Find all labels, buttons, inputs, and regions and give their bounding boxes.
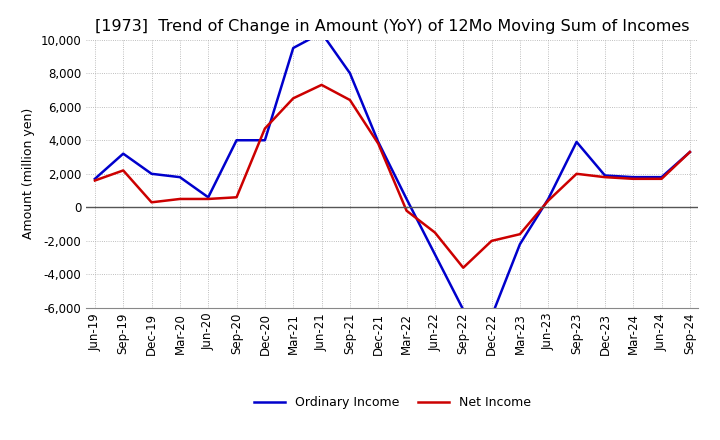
Net Income bbox=[516, 231, 524, 237]
Ordinary Income bbox=[148, 171, 156, 176]
Y-axis label: Amount (million yen): Amount (million yen) bbox=[22, 108, 35, 239]
Net Income bbox=[600, 175, 609, 180]
Net Income bbox=[374, 141, 382, 146]
Ordinary Income bbox=[572, 139, 581, 145]
Ordinary Income bbox=[261, 138, 269, 143]
Net Income bbox=[346, 97, 354, 103]
Ordinary Income bbox=[516, 242, 524, 247]
Ordinary Income bbox=[657, 175, 666, 180]
Ordinary Income bbox=[544, 196, 552, 202]
Net Income bbox=[176, 196, 184, 202]
Net Income bbox=[261, 126, 269, 131]
Title: [1973]  Trend of Change in Amount (YoY) of 12Mo Moving Sum of Incomes: [1973] Trend of Change in Amount (YoY) o… bbox=[95, 19, 690, 34]
Ordinary Income bbox=[91, 176, 99, 181]
Net Income bbox=[572, 171, 581, 176]
Net Income bbox=[657, 176, 666, 181]
Line: Net Income: Net Income bbox=[95, 85, 690, 268]
Ordinary Income bbox=[374, 139, 382, 145]
Ordinary Income bbox=[204, 194, 212, 200]
Legend: Ordinary Income, Net Income: Ordinary Income, Net Income bbox=[248, 392, 536, 414]
Net Income bbox=[318, 82, 326, 88]
Net Income bbox=[204, 196, 212, 202]
Net Income bbox=[431, 230, 439, 235]
Net Income bbox=[629, 176, 637, 181]
Net Income bbox=[402, 208, 411, 213]
Ordinary Income bbox=[685, 149, 694, 154]
Net Income bbox=[148, 200, 156, 205]
Ordinary Income bbox=[487, 314, 496, 319]
Ordinary Income bbox=[600, 173, 609, 178]
Net Income bbox=[487, 238, 496, 244]
Ordinary Income bbox=[233, 138, 241, 143]
Ordinary Income bbox=[318, 30, 326, 36]
Net Income bbox=[233, 194, 241, 200]
Ordinary Income bbox=[289, 45, 297, 51]
Ordinary Income bbox=[629, 175, 637, 180]
Ordinary Income bbox=[119, 151, 127, 156]
Ordinary Income bbox=[176, 175, 184, 180]
Net Income bbox=[459, 265, 467, 270]
Net Income bbox=[544, 198, 552, 203]
Net Income bbox=[119, 168, 127, 173]
Net Income bbox=[289, 95, 297, 101]
Net Income bbox=[685, 149, 694, 154]
Net Income bbox=[91, 178, 99, 183]
Ordinary Income bbox=[431, 252, 439, 257]
Ordinary Income bbox=[346, 70, 354, 76]
Ordinary Income bbox=[459, 307, 467, 312]
Ordinary Income bbox=[402, 196, 411, 202]
Line: Ordinary Income: Ordinary Income bbox=[95, 33, 690, 316]
